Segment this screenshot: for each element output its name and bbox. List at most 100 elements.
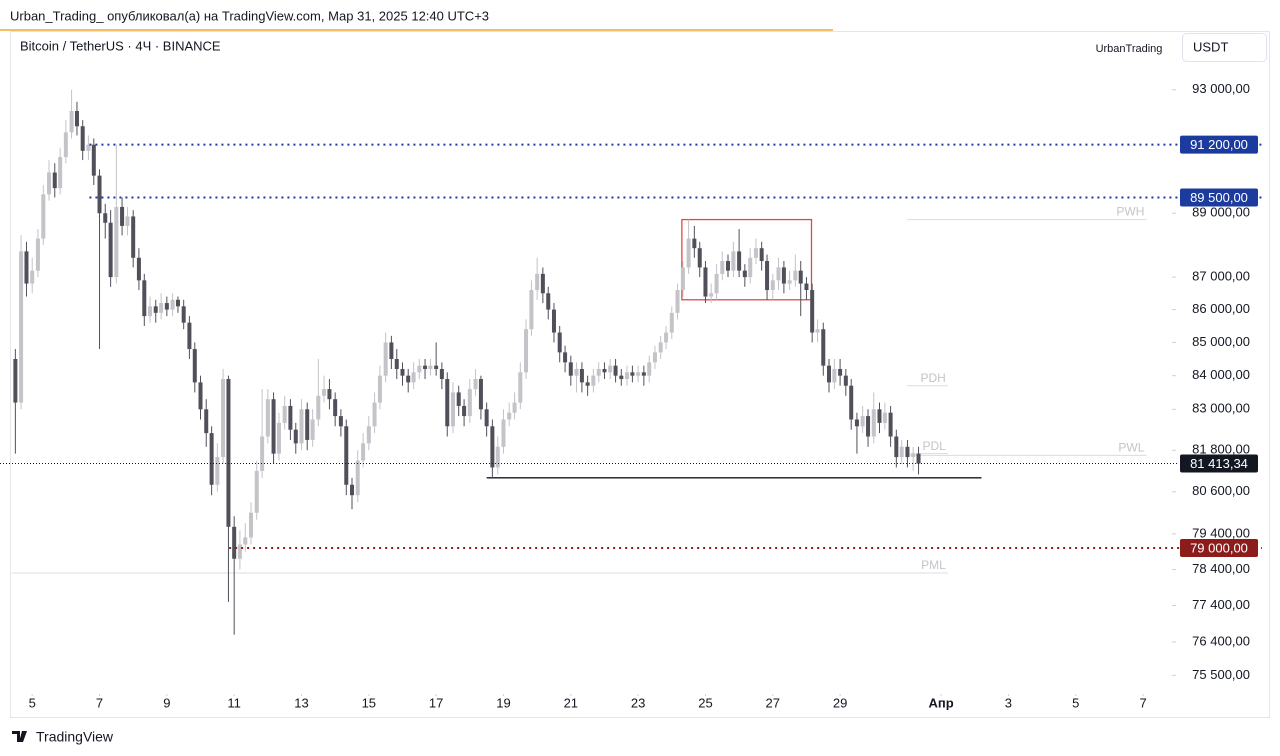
- candle-body: [372, 402, 377, 427]
- candle-body: [793, 270, 798, 281]
- candle-body: [249, 512, 254, 538]
- y-tick-label: 80 600,00: [1192, 483, 1250, 498]
- candle-body: [175, 299, 180, 307]
- candle-body: [19, 251, 24, 403]
- candle-body: [86, 144, 91, 151]
- y-tick-label: 75 500,00: [1192, 667, 1250, 682]
- candle-body: [484, 409, 489, 427]
- x-tick-label: 15: [362, 695, 376, 710]
- candle-body: [894, 436, 899, 458]
- candle-body: [316, 395, 321, 420]
- candle-body: [131, 216, 136, 258]
- chart-title: Bitcoin / TetherUS · 4Ч · BINANCE: [20, 38, 221, 53]
- candle-body: [613, 365, 618, 376]
- candle-body: [389, 342, 394, 359]
- candle-body: [271, 399, 276, 454]
- candle-body: [507, 412, 512, 420]
- y-tick-label: 81 800,00: [1192, 442, 1250, 457]
- candle-body: [529, 290, 534, 330]
- currency-button[interactable]: [1182, 33, 1267, 62]
- price-level-box: [1180, 135, 1258, 154]
- candle-body: [439, 368, 444, 380]
- candle-body: [462, 405, 467, 417]
- candle-body: [411, 372, 416, 383]
- x-tick-label: 3: [1005, 695, 1012, 710]
- candle-body: [232, 526, 237, 559]
- candle-body: [535, 273, 540, 291]
- candle-body: [664, 332, 669, 343]
- candle-body: [815, 329, 820, 333]
- x-tick-label: 21: [564, 695, 578, 710]
- candle-body: [254, 470, 259, 513]
- candle-body: [804, 283, 809, 291]
- candle-body: [826, 365, 831, 383]
- currency[interactable]: USDT: [1193, 39, 1228, 54]
- candle-body: [759, 248, 764, 262]
- candle-body: [209, 433, 214, 485]
- candle-body: [24, 251, 29, 284]
- candle-body: [153, 306, 158, 313]
- x-tick-label: 19: [496, 695, 510, 710]
- candle-body: [423, 365, 428, 369]
- candle-body: [798, 270, 803, 284]
- candle-body: [58, 157, 63, 189]
- candle-body: [911, 453, 916, 458]
- candle-body: [636, 372, 641, 376]
- candle-body: [692, 238, 697, 249]
- candle-body: [187, 322, 192, 350]
- candle-body: [630, 372, 635, 376]
- candle-body: [512, 402, 517, 413]
- candle-body: [899, 446, 904, 458]
- candle-body: [344, 426, 349, 485]
- candle-body: [647, 362, 652, 376]
- candle-body: [383, 342, 388, 376]
- candle-body: [501, 419, 506, 447]
- y-tick-label: 93 000,00: [1192, 81, 1250, 96]
- candle-body: [720, 261, 725, 274]
- candle-body: [854, 419, 859, 427]
- candle-body: [237, 544, 242, 559]
- x-tick-label: 7: [96, 695, 103, 710]
- candle-body: [467, 389, 472, 417]
- candle-body: [916, 453, 921, 464]
- candle-body: [770, 280, 775, 291]
- candle-body: [148, 306, 153, 317]
- y-tick-label: 85 000,00: [1192, 334, 1250, 349]
- candle-body: [686, 238, 691, 268]
- candle-body: [871, 409, 876, 437]
- candle-body: [181, 306, 186, 323]
- candle-body: [619, 375, 624, 380]
- candle-body: [97, 175, 102, 214]
- candle-body: [361, 443, 366, 461]
- price-level-box: [1180, 539, 1258, 558]
- candle-body: [490, 426, 495, 468]
- candle-body: [170, 299, 175, 310]
- candle-body: [74, 110, 79, 127]
- candle-body: [882, 412, 887, 423]
- candle-body: [164, 303, 169, 310]
- candle-body: [293, 429, 298, 444]
- candle-body: [288, 405, 293, 430]
- candle-body: [602, 368, 607, 373]
- candle-body: [781, 267, 786, 284]
- candle-body: [568, 362, 573, 376]
- reference-label: PWH: [1116, 205, 1144, 219]
- candle-body: [753, 248, 758, 258]
- candle-body: [120, 206, 125, 226]
- candle-body: [540, 273, 545, 294]
- x-tick-label: 5: [29, 695, 36, 710]
- candle-body: [524, 329, 529, 373]
- reference-label: PDL: [922, 439, 946, 453]
- y-tick-label: 87 000,00: [1192, 269, 1250, 284]
- candle-body: [260, 436, 265, 471]
- candle-body: [905, 446, 910, 458]
- candle-body: [136, 257, 141, 281]
- candle-body: [585, 382, 590, 386]
- candle-body: [159, 303, 164, 313]
- brand: TradingView: [36, 729, 114, 745]
- candle-body: [80, 126, 85, 151]
- candle-body: [703, 267, 708, 297]
